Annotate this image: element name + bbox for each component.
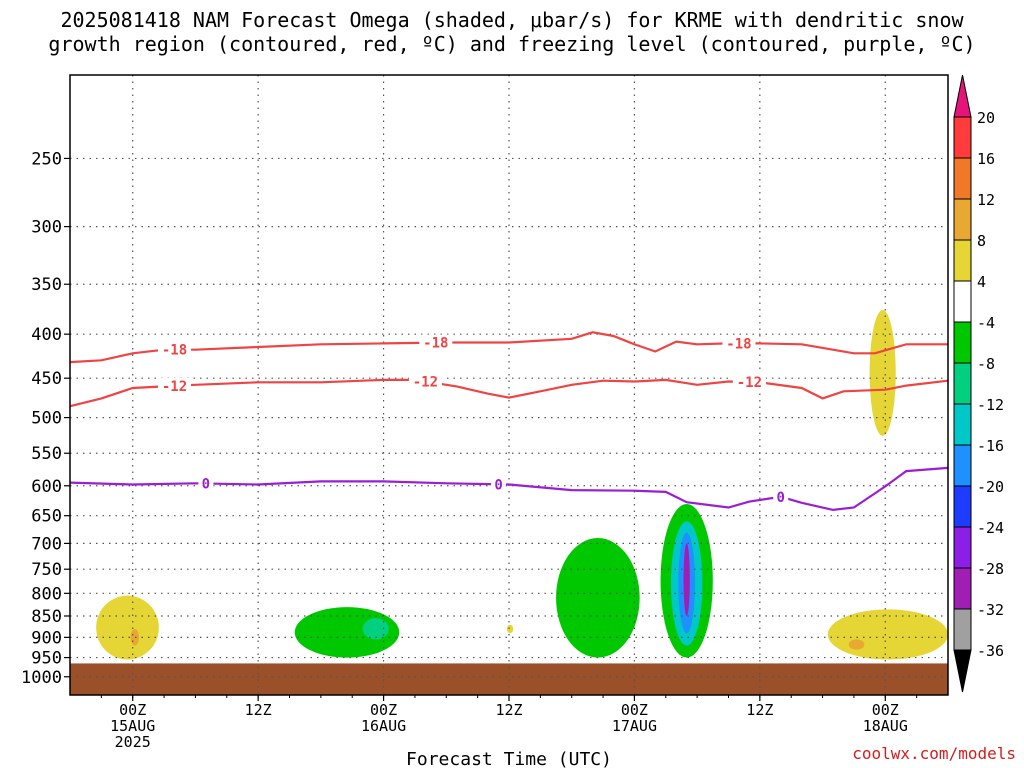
- omega-region-11: [827, 609, 948, 660]
- x-tick-label: 12Z: [245, 701, 272, 719]
- x-tick-date: 17AUG: [612, 717, 657, 735]
- y-tick-label-1000: 1000: [21, 668, 62, 688]
- colorbar-label-9: -20: [977, 478, 1004, 496]
- colorbar-label-8: -16: [977, 437, 1004, 455]
- x-tick-date: 15AUG: [110, 717, 155, 735]
- y-tick-label-750: 750: [31, 560, 62, 580]
- colorbar-swatch-9: [953, 485, 972, 528]
- colorbar-swatch-0: [953, 116, 972, 159]
- contour-label-bg: [408, 373, 442, 389]
- y-tick-label-650: 650: [31, 507, 62, 527]
- y-tick-label-600: 600: [31, 477, 62, 497]
- colorbar-label-12: -32: [977, 601, 1004, 619]
- colorbar: 20 16 12 8 4 -4 -8 -12 -16 -20 -24 -28 -32 -36: [953, 74, 1004, 693]
- x-tick-label: 00Z: [119, 701, 146, 719]
- colorbar-bottom-arrow: [953, 649, 972, 693]
- contour-label-bg: [773, 488, 789, 504]
- colorbar-label-0: 20: [977, 109, 995, 127]
- chart-title-line-1: 2025081418 NAM Forecast Omega (shaded, μ…: [60, 8, 964, 32]
- colorbar-label-13: -36: [977, 642, 1004, 660]
- y-tick-label-450: 450: [31, 369, 62, 389]
- omega-region-1: [130, 628, 139, 646]
- x-tick-date: 18AUG: [863, 717, 908, 735]
- contour-label--18: -18: [162, 343, 187, 359]
- colorbar-swatch-11: [953, 567, 972, 610]
- omega-region-5: [556, 538, 640, 658]
- axes: 2503003504004505005506006507007508008509…: [21, 74, 949, 768]
- colorbar-swatch-1: [953, 157, 972, 200]
- contour-line--18: [69, 331, 948, 364]
- omega-region-3: [362, 618, 389, 640]
- contour-label-bg: [158, 341, 192, 357]
- x-tick-label: 12Z: [495, 701, 522, 719]
- contour-label-bg: [419, 334, 453, 350]
- omega-region-9: [683, 543, 690, 616]
- y-tick-label-350: 350: [31, 275, 62, 295]
- colorbar-label-7: -12: [977, 396, 1004, 414]
- x-tick-label: 12Z: [746, 701, 773, 719]
- colorbar-label-3: 8: [977, 232, 986, 250]
- contour-label--12: -12: [737, 375, 762, 391]
- plot-layer: [70, 310, 948, 695]
- contour-label--18: -18: [726, 336, 751, 352]
- colorbar-top-arrow: [953, 74, 972, 118]
- x-tick-date: 16AUG: [361, 717, 406, 735]
- colorbar-label-6: -8: [977, 355, 995, 373]
- contour-label-0: 0: [202, 476, 210, 492]
- y-tick-label-550: 550: [31, 444, 62, 464]
- omega-region-0: [96, 595, 159, 660]
- colorbar-swatch-3: [953, 239, 972, 282]
- contour-label-bg: [198, 475, 214, 491]
- x-tick-year: 2025: [115, 733, 151, 751]
- colorbar-swatch-10: [953, 526, 972, 569]
- colorbar-swatch-12: [953, 608, 972, 651]
- y-tick-label-300: 300: [31, 218, 62, 238]
- contour-label-bg: [491, 476, 507, 492]
- contour-line-0: [69, 466, 949, 512]
- y-tick-label-400: 400: [31, 325, 62, 345]
- y-tick-label-950: 950: [31, 649, 62, 669]
- contour-label-bg: [732, 374, 766, 390]
- y-tick-label-700: 700: [31, 534, 62, 554]
- colorbar-swatch-5: [953, 321, 972, 364]
- colorbar-swatch-6: [953, 362, 972, 405]
- colorbar-swatch-2: [953, 198, 972, 241]
- omega-region-12: [848, 639, 865, 650]
- ground-surface: [70, 663, 948, 695]
- omega-region-10: [869, 310, 896, 436]
- contour-label-0: 0: [494, 477, 502, 493]
- chart-title-line-2: growth region (contoured, red, ºC) and f…: [48, 32, 976, 56]
- colorbar-swatch-8: [953, 444, 972, 487]
- contour-label--18: -18: [423, 336, 448, 352]
- colorbar-label-10: -24: [977, 519, 1004, 537]
- colorbar-label-4: 4: [977, 273, 986, 291]
- omega-region-4: [506, 624, 514, 634]
- colorbar-label-1: 16: [977, 150, 995, 168]
- y-tick-label-850: 850: [31, 607, 62, 627]
- x-tick-label: 00Z: [872, 701, 899, 719]
- contour-line--12: [69, 378, 949, 408]
- x-tick-label: 00Z: [621, 701, 648, 719]
- y-tick-label-250: 250: [31, 149, 62, 169]
- colorbar-label-11: -28: [977, 560, 1004, 578]
- colorbar-swatch-7: [953, 403, 972, 446]
- contour-label--12: -12: [413, 375, 438, 391]
- contour-label--12: -12: [162, 379, 187, 395]
- y-tick-label-500: 500: [31, 409, 62, 429]
- contour-label-bg: [722, 335, 756, 351]
- x-axis-label: Forecast Time (UTC): [406, 749, 612, 768]
- x-tick-label: 00Z: [370, 701, 397, 719]
- contour-label-bg: [158, 377, 192, 393]
- colorbar-label-5: -4: [977, 314, 995, 332]
- source-credit: coolwx.com/models: [852, 744, 1016, 763]
- colorbar-swatch-4: [953, 280, 972, 323]
- contour-layer: -18 -18 -18 -12 -12 -12 0 0 0: [69, 331, 949, 512]
- y-tick-label-800: 800: [31, 584, 62, 604]
- colorbar-label-2: 12: [977, 191, 995, 209]
- contour-label-0: 0: [777, 490, 785, 506]
- y-tick-label-900: 900: [31, 628, 62, 648]
